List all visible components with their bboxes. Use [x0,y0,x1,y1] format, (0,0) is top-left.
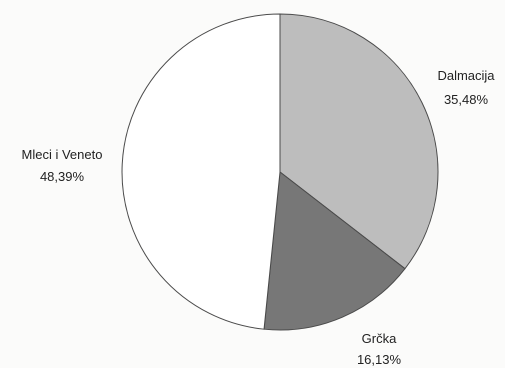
slice-value-mleci-i-veneto: 48,39% [40,169,85,184]
pie-slice-mleci-i-veneto [121,13,281,330]
pie-slices [121,13,439,331]
slice-label-mleci-i-veneto: Mleci i Veneto [22,147,103,162]
slice-label-dalmacija: Dalmacija [437,68,495,83]
slice-value-grcka: 16,13% [357,352,402,367]
pie-slice-dalmacija [279,13,439,270]
slice-label-grcka: Grčka [362,331,397,346]
pie-slice-grcka [263,171,406,331]
slice-value-dalmacija: 35,48% [444,92,489,107]
